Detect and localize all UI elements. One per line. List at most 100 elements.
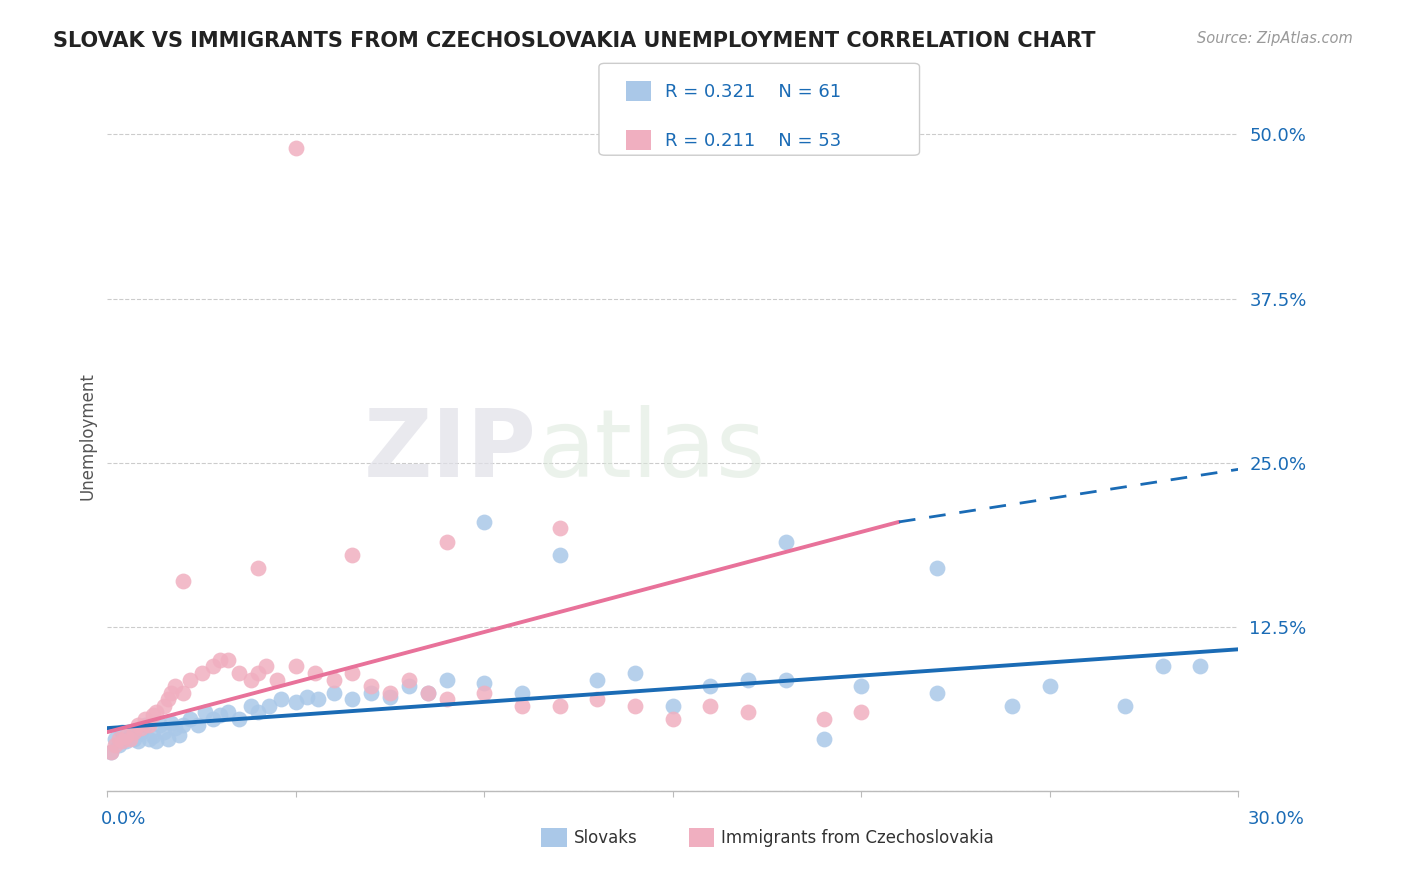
Point xyxy=(360,686,382,700)
Point xyxy=(201,659,224,673)
Point xyxy=(304,665,326,680)
Point xyxy=(342,665,364,680)
Point xyxy=(813,712,835,726)
Point xyxy=(270,692,292,706)
Point xyxy=(322,686,344,700)
Point xyxy=(1114,698,1136,713)
Text: 0.0%: 0.0% xyxy=(101,810,146,828)
Point xyxy=(131,721,153,735)
Point xyxy=(138,718,160,732)
Point xyxy=(378,686,401,700)
Point xyxy=(1039,679,1062,693)
Point xyxy=(661,698,683,713)
Point xyxy=(436,692,458,706)
Point xyxy=(342,548,364,562)
Point xyxy=(100,745,122,759)
Point xyxy=(131,725,153,739)
Point xyxy=(122,731,145,746)
Y-axis label: Unemployment: Unemployment xyxy=(79,373,96,500)
Point xyxy=(416,686,439,700)
Point xyxy=(661,712,683,726)
Point xyxy=(142,729,165,743)
Point xyxy=(624,665,647,680)
Point xyxy=(111,734,134,748)
Point xyxy=(851,706,873,720)
Point xyxy=(737,673,759,687)
Point xyxy=(254,659,277,673)
Point xyxy=(138,731,160,746)
Point xyxy=(118,731,141,746)
Point xyxy=(472,686,495,700)
Point xyxy=(107,731,129,746)
Point xyxy=(925,561,948,575)
Text: ZIP: ZIP xyxy=(364,405,537,497)
Point xyxy=(145,706,167,720)
Point xyxy=(228,712,250,726)
Point xyxy=(134,712,156,726)
Point xyxy=(127,734,149,748)
Point xyxy=(548,698,571,713)
Point xyxy=(145,734,167,748)
Point xyxy=(122,725,145,739)
Point xyxy=(510,686,533,700)
Point xyxy=(775,534,797,549)
Text: Immigrants from Czechoslovakia: Immigrants from Czechoslovakia xyxy=(721,830,994,847)
Point xyxy=(153,725,176,739)
Point xyxy=(239,698,262,713)
Point xyxy=(194,706,217,720)
Point xyxy=(851,679,873,693)
Point xyxy=(360,679,382,693)
Text: Slovaks: Slovaks xyxy=(574,830,637,847)
Point xyxy=(1189,659,1212,673)
Point xyxy=(247,561,270,575)
Point xyxy=(284,695,307,709)
Point xyxy=(134,718,156,732)
Point xyxy=(624,698,647,713)
Point xyxy=(187,718,209,732)
Point xyxy=(179,712,201,726)
Point xyxy=(295,690,318,704)
Point xyxy=(586,673,609,687)
Point xyxy=(115,729,138,743)
Text: Source: ZipAtlas.com: Source: ZipAtlas.com xyxy=(1197,31,1353,46)
Point xyxy=(160,686,183,700)
Point xyxy=(160,715,183,730)
Point xyxy=(247,706,270,720)
Point xyxy=(322,673,344,687)
Point xyxy=(699,679,721,693)
Point xyxy=(737,706,759,720)
Point xyxy=(259,698,281,713)
Point xyxy=(436,534,458,549)
Point xyxy=(165,721,187,735)
Point xyxy=(209,708,232,723)
Point xyxy=(228,665,250,680)
Point xyxy=(100,745,122,759)
Text: R = 0.211    N = 53: R = 0.211 N = 53 xyxy=(665,132,841,150)
Point xyxy=(118,729,141,743)
Point xyxy=(416,686,439,700)
Point xyxy=(172,718,194,732)
Point xyxy=(1152,659,1174,673)
Point xyxy=(307,692,329,706)
Point xyxy=(107,738,129,752)
Point xyxy=(398,679,420,693)
Point xyxy=(201,712,224,726)
Point xyxy=(104,738,127,752)
Point xyxy=(115,734,138,748)
Point xyxy=(342,692,364,706)
Text: R = 0.321    N = 61: R = 0.321 N = 61 xyxy=(665,83,841,101)
Point xyxy=(209,653,232,667)
Point xyxy=(217,706,239,720)
Point xyxy=(127,718,149,732)
Point xyxy=(586,692,609,706)
Point xyxy=(472,676,495,690)
Point xyxy=(436,673,458,687)
Point xyxy=(156,731,179,746)
Point xyxy=(172,574,194,588)
Point xyxy=(239,673,262,687)
Point xyxy=(167,728,190,742)
Point xyxy=(378,690,401,704)
Point xyxy=(165,679,187,693)
Point xyxy=(153,698,176,713)
Point xyxy=(104,731,127,746)
